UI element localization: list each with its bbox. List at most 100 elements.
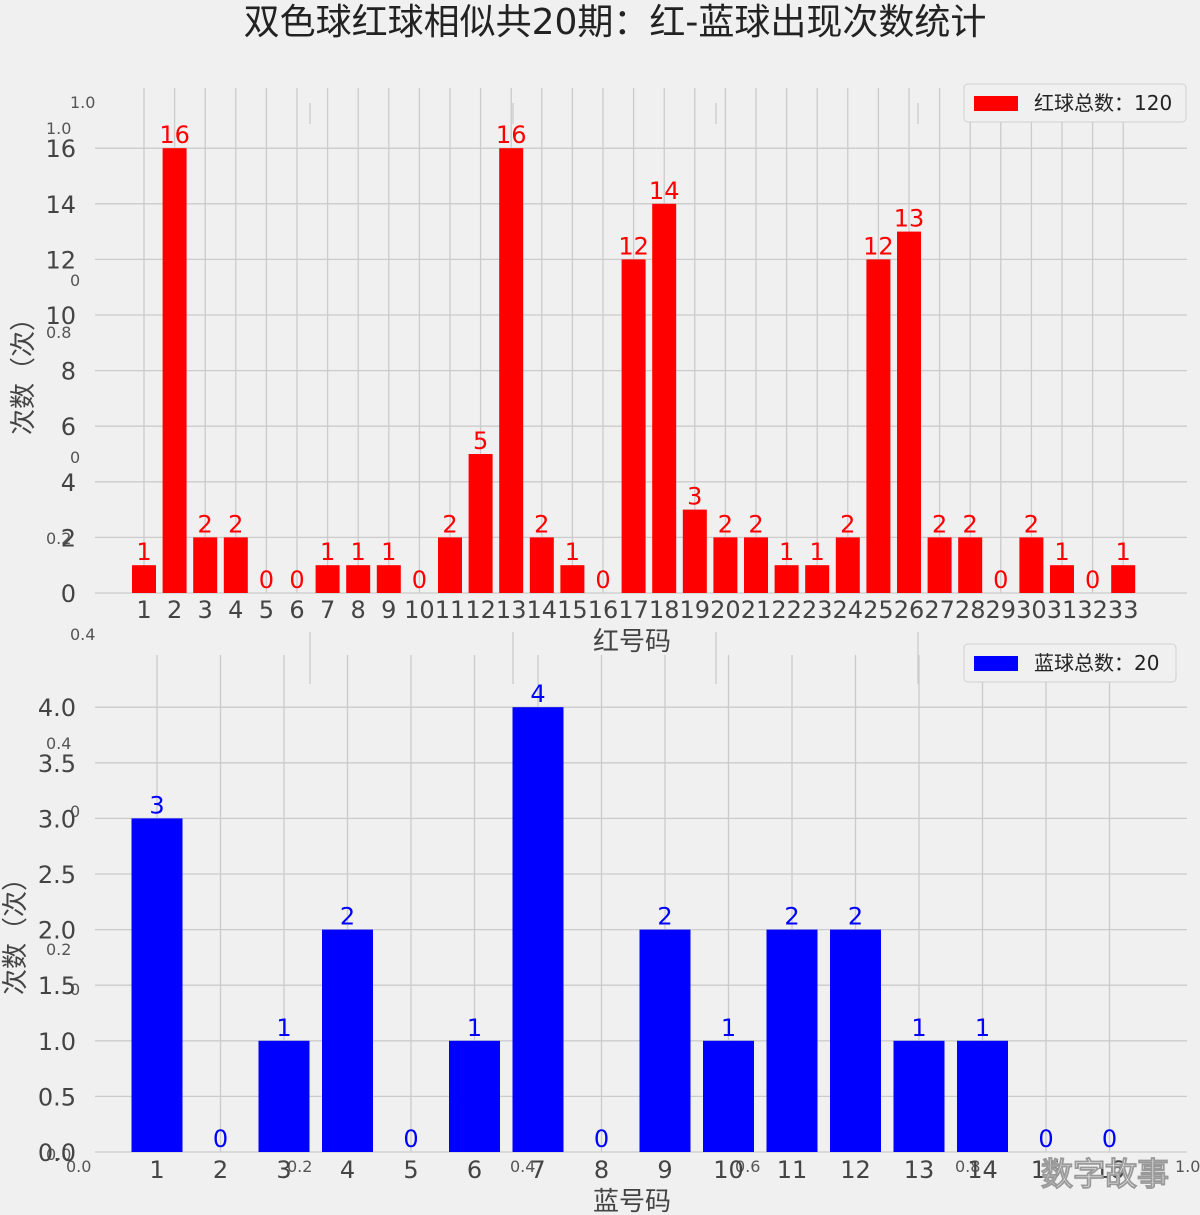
bar-value-label: 1 xyxy=(351,538,366,566)
x-axis-label: 蓝号码 xyxy=(593,1187,671,1215)
bar xyxy=(897,231,921,593)
ghost-tick-label: 0.4 xyxy=(46,734,71,753)
legend-swatch xyxy=(974,96,1018,111)
bar-value-label: 2 xyxy=(228,510,243,538)
bar xyxy=(1111,565,1136,593)
bar-value-label: 3 xyxy=(687,483,702,511)
bar-value-label: 2 xyxy=(840,510,855,538)
bar xyxy=(805,565,830,593)
ghost-tick-label: 0.2 xyxy=(287,1157,312,1176)
bar xyxy=(449,1040,500,1152)
legend-swatch xyxy=(974,656,1018,671)
bar-value-label: 2 xyxy=(932,510,947,538)
x-tick-label: 22 xyxy=(771,596,802,624)
bar-value-label: 1 xyxy=(1116,538,1131,566)
bar-value-label: 1 xyxy=(1054,538,1069,566)
ghost-tick-label: 0.0 xyxy=(46,1145,71,1164)
bar-value-label: 12 xyxy=(618,232,649,260)
bar-value-label: 0 xyxy=(412,566,427,594)
ghost-tick-label: 1.0 xyxy=(70,93,95,112)
bar xyxy=(560,565,585,593)
ghost-tick-label: 0.4 xyxy=(70,625,95,644)
x-tick-label: 4 xyxy=(340,1156,355,1184)
y-tick-label: 2 xyxy=(61,524,76,552)
y-tick-label: 4.0 xyxy=(38,694,76,722)
bar-value-label: 1 xyxy=(810,538,825,566)
y-tick-label: 0 xyxy=(61,580,76,608)
x-tick-label: 29 xyxy=(986,596,1017,624)
y-tick-label: 2.5 xyxy=(38,861,76,889)
x-tick-label: 24 xyxy=(833,596,864,624)
x-tick-label: 3 xyxy=(198,596,213,624)
x-tick-label: 8 xyxy=(351,596,366,624)
chart-title: 双色球红球相似共20期：红-蓝球出现次数统计 xyxy=(244,2,987,43)
x-tick-label: 19 xyxy=(680,596,711,624)
x-tick-label: 6 xyxy=(467,1156,482,1184)
bar-value-label: 2 xyxy=(340,903,355,931)
y-tick-label: 0.5 xyxy=(38,1083,76,1111)
bar-value-label: 4 xyxy=(530,680,545,708)
bar-value-label: 1 xyxy=(911,1014,926,1042)
bar xyxy=(682,509,707,593)
y-tick-label: 4 xyxy=(61,469,76,497)
bar-value-label: 13 xyxy=(894,205,925,233)
x-tick-label: 5 xyxy=(259,596,274,624)
y-tick-label: 8 xyxy=(61,358,76,386)
ghost-tick-label: 0.2 xyxy=(46,940,71,959)
bar-value-label: 0 xyxy=(1085,566,1100,594)
bar xyxy=(499,148,524,593)
bar-value-label: 0 xyxy=(595,566,610,594)
y-tick-label: 2.0 xyxy=(38,917,76,945)
x-tick-label: 8 xyxy=(594,1156,609,1184)
x-tick-label: 27 xyxy=(924,596,955,624)
y-axis-label: 次数（次） xyxy=(9,305,39,435)
bar xyxy=(162,148,187,593)
x-tick-label: 33 xyxy=(1108,596,1139,624)
x-tick-label: 1 xyxy=(136,596,151,624)
y-tick-label: 1.5 xyxy=(38,972,76,1000)
y-tick-label: 3.5 xyxy=(38,750,76,778)
bar xyxy=(774,565,799,593)
bar-value-label: 0 xyxy=(1038,1125,1053,1153)
bar xyxy=(132,565,156,593)
x-tick-label: 17 xyxy=(618,596,649,624)
x-axis-label: 红号码 xyxy=(593,627,671,657)
legend-box xyxy=(963,643,1177,683)
x-tick-label: 10 xyxy=(713,1156,744,1184)
bar-value-label: 1 xyxy=(276,1014,291,1042)
bar-value-label: 1 xyxy=(565,538,580,566)
x-tick-label: 23 xyxy=(802,596,833,624)
x-tick-label: 12 xyxy=(840,1156,871,1184)
x-tick-label: 30 xyxy=(1016,596,1047,624)
bar xyxy=(652,203,677,594)
bar-value-label: 2 xyxy=(848,903,863,931)
bar-value-label: 2 xyxy=(963,510,978,538)
x-tick-label: 9 xyxy=(381,596,396,624)
x-tick-label: 5 xyxy=(403,1156,418,1184)
blue-ball-panel: 0.00.51.01.52.02.53.03.54.03102132405164… xyxy=(1,643,1187,1215)
bar-value-label: 1 xyxy=(721,1014,736,1042)
bar xyxy=(1019,537,1044,593)
y-axis-label: 次数（次） xyxy=(1,865,31,995)
x-tick-label: 31 xyxy=(1047,596,1078,624)
y-tick-label: 12 xyxy=(45,246,76,274)
x-tick-label: 20 xyxy=(710,596,741,624)
bar-value-label: 2 xyxy=(748,510,763,538)
ghost-tick-label: 0 xyxy=(70,802,80,821)
x-tick-label: 15 xyxy=(557,596,588,624)
bar xyxy=(131,818,183,1152)
bar xyxy=(835,537,860,593)
y-tick-label: 14 xyxy=(45,191,76,219)
x-tick-label: 21 xyxy=(741,596,772,624)
bar-value-label: 16 xyxy=(496,121,527,149)
x-tick-label: 18 xyxy=(649,596,680,624)
bar-value-label: 0 xyxy=(403,1125,418,1153)
y-tick-label: 6 xyxy=(61,413,76,441)
bar xyxy=(322,929,373,1152)
bar-value-label: 2 xyxy=(534,510,549,538)
x-tick-label: 12 xyxy=(465,596,496,624)
bar-value-label: 1 xyxy=(975,1014,990,1042)
x-tick-label: 28 xyxy=(955,596,986,624)
ghost-tick-label: 0.0 xyxy=(66,1157,91,1176)
